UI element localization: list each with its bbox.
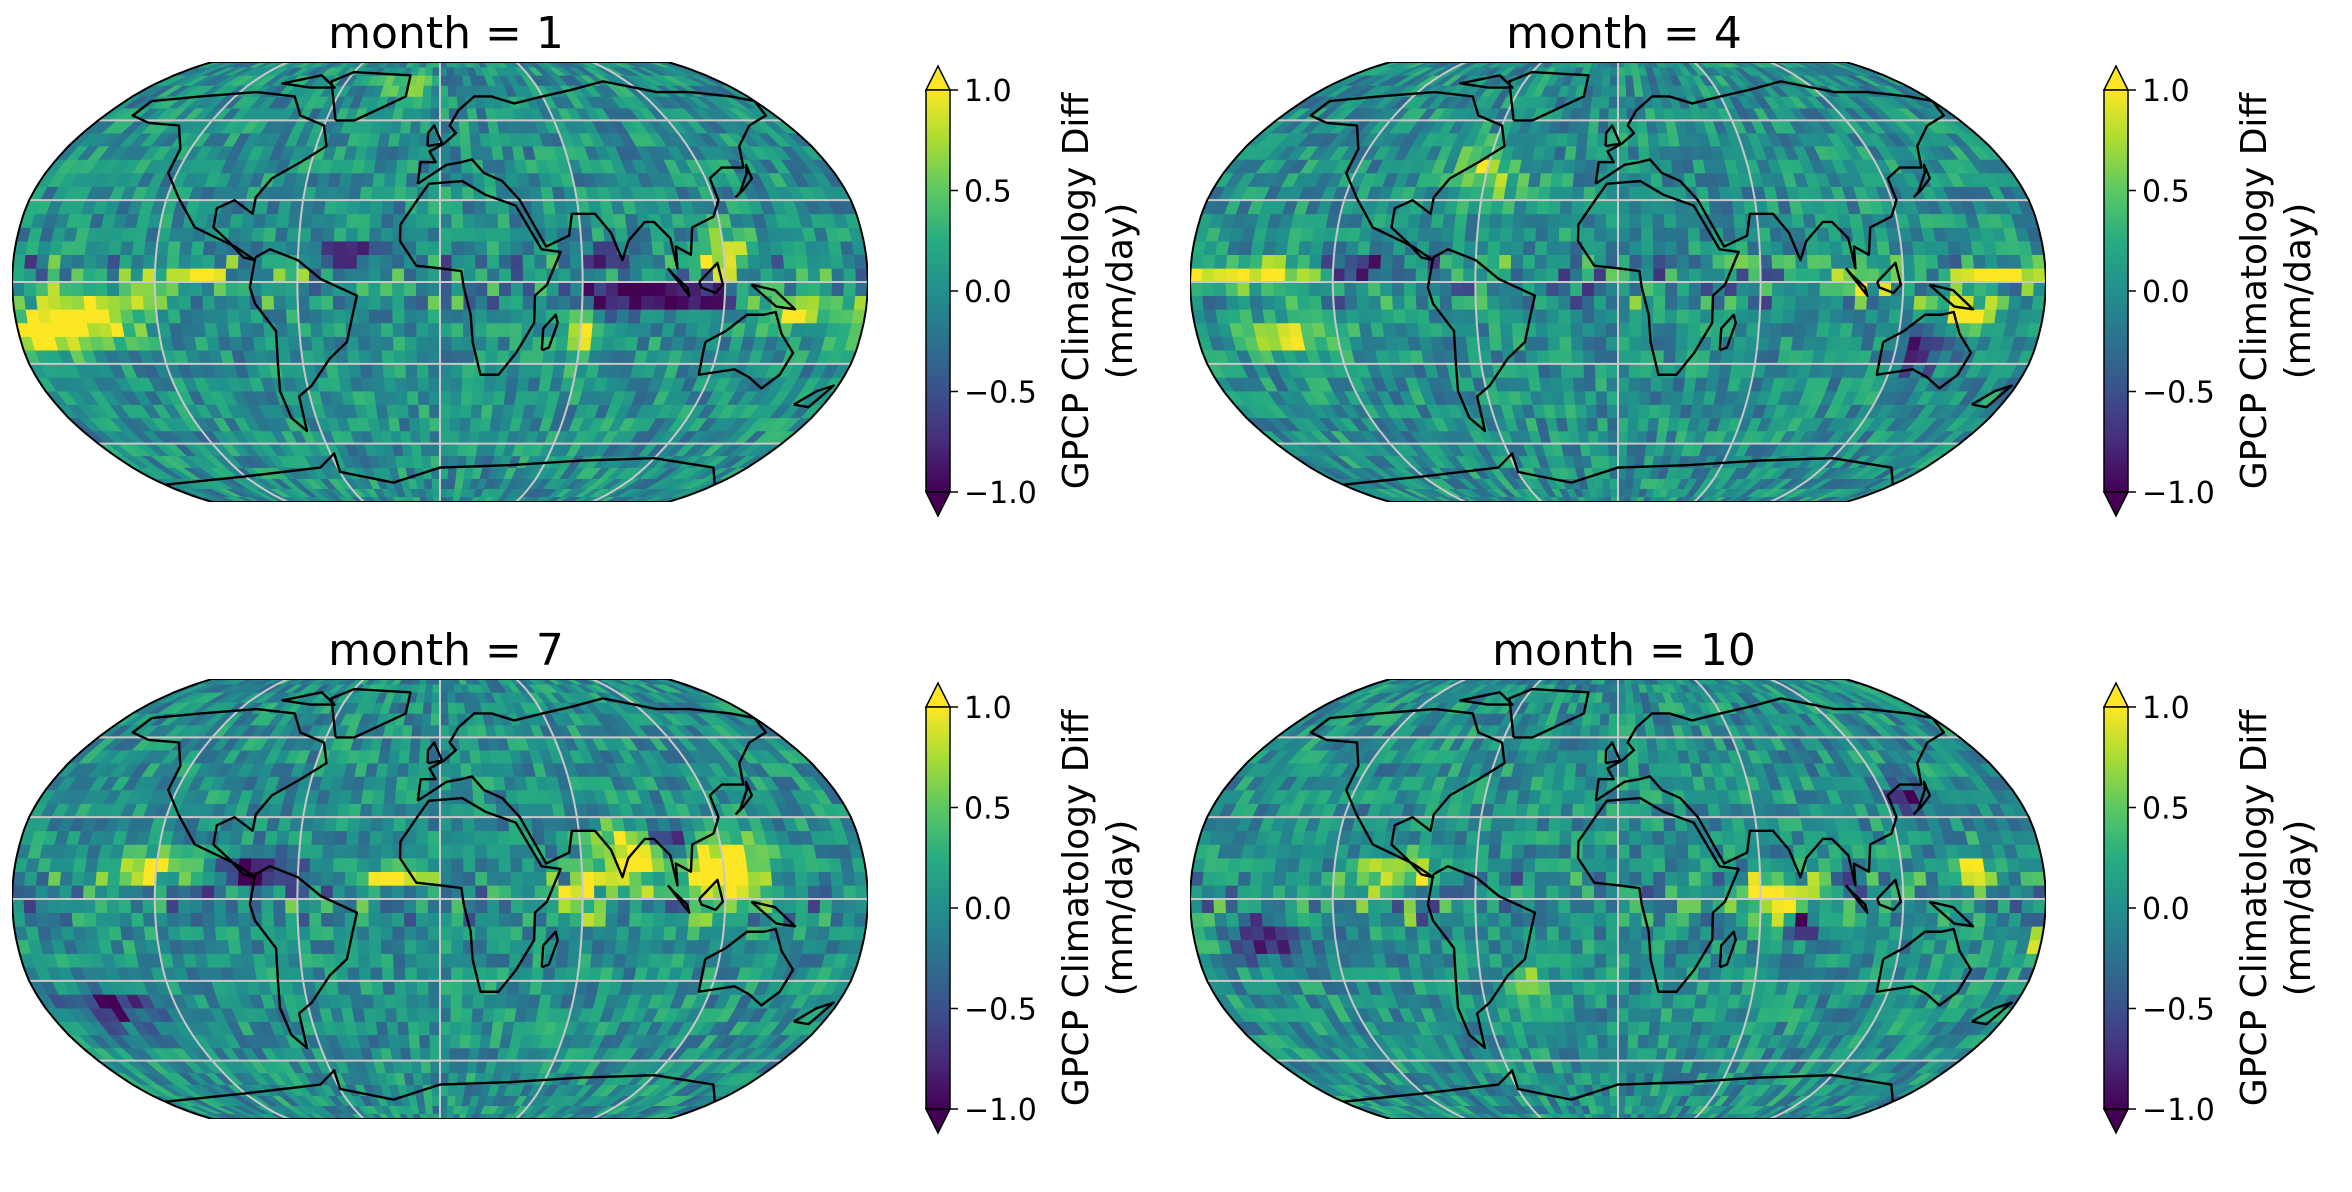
panel-month-7: month = 7 1.0 0.5 0.0 −0.5 −1.0 GPCP Climatol… <box>0 617 1176 1192</box>
colorbar-month-4: 1.0 0.5 0.0 −0.5 −1.0 GPCP Climatology Diff (m… <box>2102 64 2319 518</box>
colorbar-month-1: 1.0 0.5 0.0 −0.5 −1.0 GPCP Climatology Diff (m… <box>924 64 1141 518</box>
colorbar-tick-label: 0.0 <box>2142 892 2190 927</box>
panel-month-10: month = 10 1.0 0.5 0.0 −0.5 −1.0 GPCP Climato… <box>1178 617 2352 1192</box>
colorbar-extend-min <box>924 1108 952 1135</box>
panel-title: month = 7 <box>328 625 564 676</box>
colorbar-label-units: (mm/day) <box>1100 820 1141 997</box>
colorbar-tick-label: 0.0 <box>964 275 1012 310</box>
colorbar-month-7: 1.0 0.5 0.0 −0.5 −1.0 GPCP Climatology Diff (m… <box>924 681 1141 1135</box>
colorbar-tick-label: 1.0 <box>2142 74 2190 109</box>
colorbar-tick-label: −1.0 <box>964 1093 1037 1128</box>
colorbar-extend-max <box>924 681 952 708</box>
colorbar-extend-max <box>2102 64 2130 91</box>
colorbar-extend-max <box>2102 681 2130 708</box>
data-field <box>1190 679 2046 1119</box>
map-month-7 <box>12 679 868 1119</box>
coastlines <box>131 687 835 1103</box>
coastlines <box>131 70 835 486</box>
gridlines <box>1190 62 2046 502</box>
figure: month = 1 1.0 0.5 0.0 −0.5 −1.0 GPCP Climatol… <box>0 0 2352 1135</box>
colorbar-gradient <box>925 89 951 493</box>
panel-title: month = 1 <box>328 8 564 59</box>
panel-title: month = 4 <box>1506 8 1742 59</box>
map-boundary <box>1190 679 2046 1119</box>
colorbar-label-units: (mm/day) <box>1100 203 1141 380</box>
map-month-1 <box>12 62 868 502</box>
colorbar-extend-min <box>924 491 952 518</box>
map-month-10 <box>1190 679 2046 1119</box>
colorbar-tick-label: 0.5 <box>2142 175 2190 210</box>
colorbar-tick-label: −0.5 <box>964 993 1037 1028</box>
colorbar-tick-label: 0.0 <box>2142 275 2190 310</box>
coastlines <box>1309 687 2013 1103</box>
data-field <box>12 679 868 1119</box>
panel-month-4: month = 4 1.0 0.5 0.0 −0.5 −1.0 GPCP Climatol… <box>1178 0 2352 575</box>
map-boundary <box>12 62 868 502</box>
colorbar-label: GPCP Climatology Diff <box>2234 709 2275 1107</box>
colorbar-label: GPCP Climatology Diff <box>1056 92 1097 490</box>
colorbar-label: GPCP Climatology Diff <box>1056 709 1097 1107</box>
colorbar-gradient <box>925 706 951 1110</box>
colorbar-tick-label: −0.5 <box>2142 376 2215 411</box>
colorbar-tick-label: −0.5 <box>2142 993 2215 1028</box>
map-boundary <box>1190 62 2046 502</box>
colorbar-tick-label: 0.0 <box>964 892 1012 927</box>
colorbar-tick-label: −1.0 <box>2142 476 2215 511</box>
colorbar-tick-label: 1.0 <box>2142 691 2190 726</box>
colorbar-label: GPCP Climatology Diff <box>2234 92 2275 490</box>
map-month-4 <box>1190 62 2046 502</box>
colorbar-tick-label: −1.0 <box>2142 1093 2215 1128</box>
colorbar-tick-label: −1.0 <box>964 476 1037 511</box>
colorbar-tick-label: 0.5 <box>964 792 1012 827</box>
colorbar-extend-min <box>2102 1108 2130 1135</box>
colorbar-extend-max <box>924 64 952 91</box>
colorbar-label-units: (mm/day) <box>2278 820 2319 997</box>
gridlines <box>1190 679 2046 1119</box>
panel-title: month = 10 <box>1492 625 1756 676</box>
coastlines <box>1309 70 2013 486</box>
colorbar-tick-label: −0.5 <box>964 376 1037 411</box>
colorbar-extend-min <box>2102 491 2130 518</box>
map-boundary <box>12 679 868 1119</box>
colorbar-tick-label: 0.5 <box>2142 792 2190 827</box>
colorbar-tick-label: 1.0 <box>964 74 1012 109</box>
colorbar-gradient <box>2103 706 2129 1110</box>
colorbar-label-units: (mm/day) <box>2278 203 2319 380</box>
gridlines <box>12 62 868 502</box>
gridlines <box>12 679 868 1119</box>
colorbar-tick-label: 1.0 <box>964 691 1012 726</box>
colorbar-tick-label: 0.5 <box>964 175 1012 210</box>
colorbar-gradient <box>2103 89 2129 493</box>
panel-month-1: month = 1 1.0 0.5 0.0 −0.5 −1.0 GPCP Climatol… <box>0 0 1176 575</box>
colorbar-month-10: 1.0 0.5 0.0 −0.5 −1.0 GPCP Climatology Diff (m… <box>2102 681 2319 1135</box>
